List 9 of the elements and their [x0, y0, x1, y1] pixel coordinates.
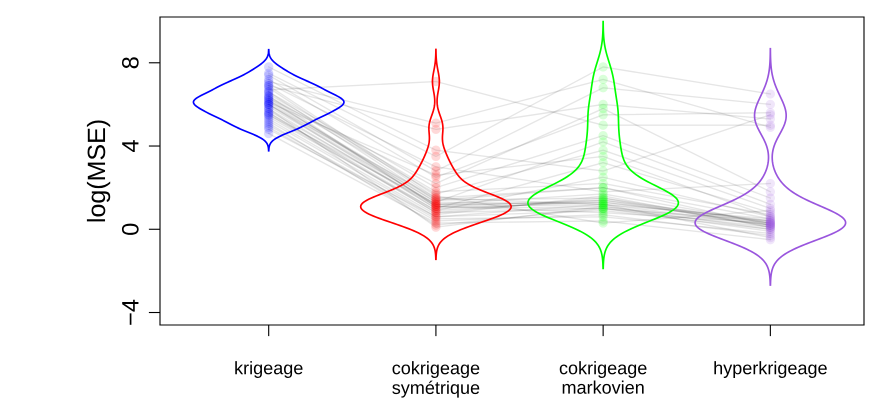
x-tick-label: cokrigeage symétrique	[392, 361, 480, 398]
y-tick-label: 4	[122, 140, 138, 152]
x-tick-label: krigeage	[235, 361, 303, 378]
y-tick-label: 0	[122, 224, 139, 235]
y-tick-label: −4	[122, 300, 138, 325]
y-tick-label: 8	[122, 57, 139, 68]
x-tick-label: cokrigeage markovien	[560, 361, 646, 394]
x-tick-label: hyperkrigeage	[714, 361, 827, 378]
y-axis-title: log(MSE)	[86, 120, 110, 222]
